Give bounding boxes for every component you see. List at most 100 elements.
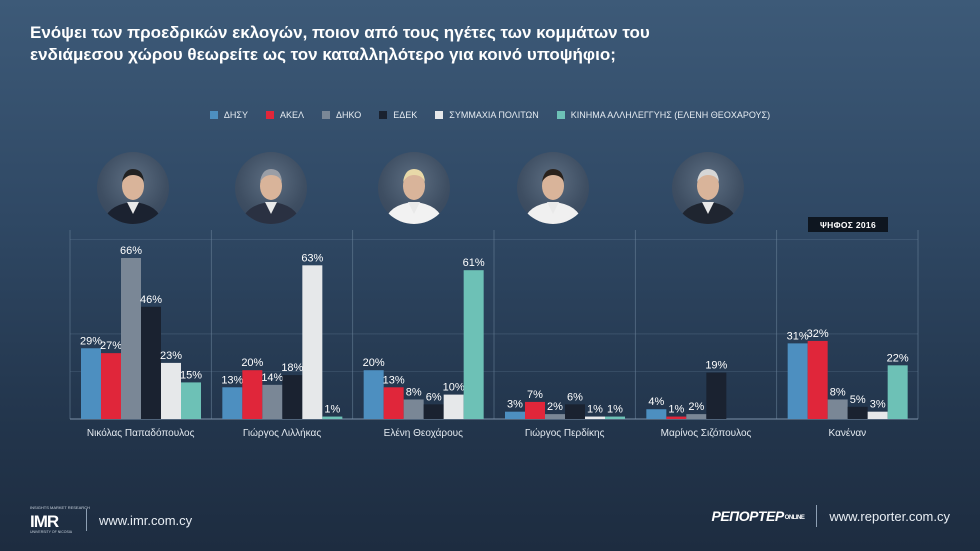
bar	[222, 387, 243, 419]
bar	[181, 382, 201, 419]
legend-label: ΕΔΕΚ	[393, 110, 418, 120]
data-label: 18%	[281, 362, 303, 374]
data-label: 2%	[547, 401, 563, 413]
data-label: 20%	[363, 357, 385, 369]
bar	[322, 416, 343, 419]
legend-label: ΔΗΚΟ	[335, 110, 362, 120]
bar	[101, 353, 121, 419]
bar	[827, 399, 848, 419]
bar	[706, 372, 727, 419]
legend-item: ΑΚΕΛ	[265, 110, 304, 120]
data-label: 15%	[180, 369, 202, 381]
data-label: 23%	[160, 350, 182, 362]
data-label: 1%	[668, 404, 684, 416]
bar	[847, 406, 868, 419]
bar	[605, 416, 625, 419]
data-label: 63%	[301, 252, 323, 264]
legend-swatch	[435, 111, 444, 119]
data-label: 19%	[705, 360, 727, 372]
legend-swatch	[265, 111, 274, 119]
data-label: 29%	[80, 335, 102, 347]
chart-title: Ενόψει των προεδρικών εκλογών, ποιον από…	[30, 22, 750, 66]
data-label: 1%	[607, 404, 623, 416]
data-label: 6%	[426, 391, 442, 403]
data-label: 13%	[383, 374, 405, 386]
data-label: 8%	[830, 386, 846, 398]
bar	[565, 404, 585, 419]
bar	[302, 265, 323, 419]
data-label: 4%	[648, 396, 664, 408]
portrait-sizopoulos-icon	[672, 152, 744, 224]
bar	[887, 365, 908, 419]
category-label: Κανέναν	[829, 427, 867, 439]
legend-item: ΔΗΣΥ	[209, 110, 248, 120]
legend-item: ΔΗΚΟ	[321, 110, 362, 120]
data-label: 32%	[807, 328, 829, 340]
category-label: Γιώργος Λιλλήκας	[243, 427, 322, 439]
bar	[585, 416, 605, 419]
legend-label: ΔΗΣΥ	[223, 110, 248, 120]
bar	[545, 414, 565, 419]
data-label: 1%	[324, 404, 340, 416]
bar	[525, 401, 545, 419]
data-label: 3%	[870, 399, 886, 411]
imr-logo-top: INSIGHTS MARKET RESEARCH	[30, 505, 90, 510]
bar	[463, 270, 484, 419]
legend-swatch	[321, 111, 330, 119]
bar	[423, 404, 444, 419]
imr-site-link[interactable]: www.imr.com.cy	[99, 512, 193, 528]
data-label: 3%	[507, 399, 523, 411]
legend-label: ΑΚΕΛ	[279, 110, 304, 120]
bar	[121, 258, 141, 419]
vote-2016-badge: ΨΗΦΟΣ 2016	[808, 217, 888, 232]
category-label: Μαρίνος Σιζόπουλος	[661, 427, 752, 439]
portrait-theocharous-icon	[378, 152, 450, 224]
bar	[81, 348, 101, 419]
category-label: Ελένη Θεοχάρους	[384, 427, 463, 439]
reporter-logo-text: ΡΕΠΟΡΤΕΡ	[711, 508, 784, 524]
category-label: Γιώργος Περδίκης	[525, 427, 605, 439]
data-label: 8%	[406, 386, 422, 398]
category-label: Νικόλας Παπαδόπουλος	[87, 427, 195, 439]
bar	[141, 306, 161, 419]
bar	[787, 343, 808, 419]
bar	[666, 416, 687, 419]
bar	[505, 411, 525, 419]
data-label: 66%	[120, 245, 142, 257]
footer-left: INSIGHTS MARKET RESEARCH IMR UNIVERSITY …	[30, 505, 192, 535]
bar	[282, 375, 303, 419]
data-label: 46%	[140, 294, 162, 306]
data-label: 61%	[463, 257, 485, 269]
bar	[646, 409, 667, 419]
imr-logo: INSIGHTS MARKET RESEARCH IMR UNIVERSITY …	[30, 505, 90, 535]
reporter-logo: ΡΕΠΟΡΤΕΡONLINE	[711, 508, 804, 524]
portrait-lillikas-icon	[235, 152, 307, 224]
data-label: 7%	[527, 389, 543, 401]
reporter-site-link[interactable]: www.reporter.com.cy	[829, 508, 950, 524]
bar	[242, 370, 263, 419]
bar	[403, 399, 424, 419]
legend-swatch	[209, 111, 218, 119]
portrait-perdikis-icon	[517, 152, 589, 224]
bar	[383, 387, 404, 419]
legend-label: ΚΙΝΗΜΑ ΑΛΛΗΛΕΓΓΥΗΣ (ΕΛΕΝΗ ΘΕΟΧΑΡΟΥΣ)	[570, 110, 771, 120]
data-label: 14%	[261, 372, 283, 384]
bar	[867, 411, 888, 419]
data-label: 1%	[587, 404, 603, 416]
imr-logo-bottom: UNIVERSITY OF NICOSIA	[30, 530, 73, 534]
bar	[443, 394, 464, 419]
data-label: 13%	[221, 374, 243, 386]
bar	[161, 362, 181, 419]
bar	[363, 370, 384, 419]
data-label: 27%	[100, 340, 122, 352]
bar	[262, 384, 283, 419]
chart-title-line2: ενδιάμεσου χώρου θεωρείτε ως τον καταλλη…	[30, 45, 616, 64]
footer-divider	[86, 509, 87, 531]
bar	[807, 340, 828, 419]
data-label: 10%	[443, 382, 465, 394]
data-label: 2%	[688, 401, 704, 413]
footer-right: ΡΕΠΟΡΤΕΡONLINE www.reporter.com.cy	[711, 505, 950, 527]
data-label: 6%	[567, 391, 583, 403]
data-label: 31%	[787, 330, 809, 342]
